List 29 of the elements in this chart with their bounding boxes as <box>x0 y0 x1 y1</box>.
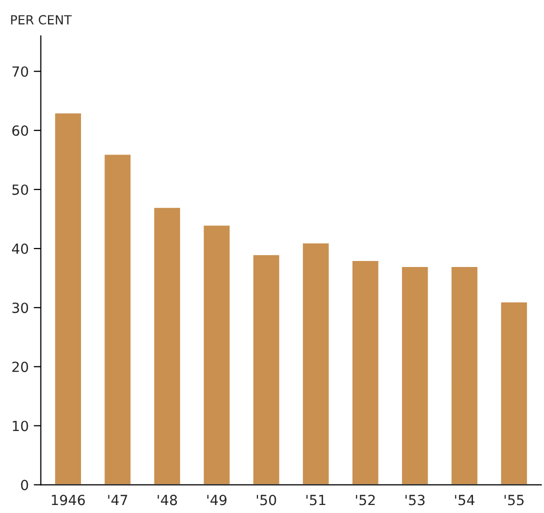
bar <box>252 254 281 485</box>
bar <box>500 300 528 485</box>
x-tick-label: '51 <box>306 494 326 506</box>
x-tick-label: '54 <box>455 494 474 506</box>
bar <box>152 206 182 485</box>
y-tick-label: 40 <box>12 244 28 254</box>
bar <box>202 224 232 485</box>
y-tick-label: 20 <box>12 362 28 372</box>
x-tick-label: '47 <box>108 494 128 506</box>
x-tick-label: '52 <box>356 494 375 506</box>
x-tick-label: '49 <box>207 494 226 506</box>
x-tick-label: '48 <box>158 494 177 506</box>
x-tick-label: 1946 <box>52 494 85 506</box>
bar <box>301 242 330 485</box>
y-tick-label: 0 <box>21 480 28 490</box>
y-tick-label: 10 <box>12 420 28 432</box>
bar <box>103 153 132 485</box>
bar <box>450 266 479 485</box>
y-tick-label: 60 <box>12 125 28 136</box>
y-tick-label: 50 <box>12 184 28 195</box>
y-tick-label: 30 <box>12 302 28 314</box>
x-tick-label: '53 <box>406 494 425 506</box>
bar <box>400 266 430 485</box>
x-tick-label: '55 <box>504 494 524 506</box>
y-axis-title: PER CENT <box>11 15 72 25</box>
bar <box>351 260 380 485</box>
y-tick-label: 70 <box>12 66 28 77</box>
x-tick-label: '50 <box>256 494 276 506</box>
bar <box>54 112 82 485</box>
